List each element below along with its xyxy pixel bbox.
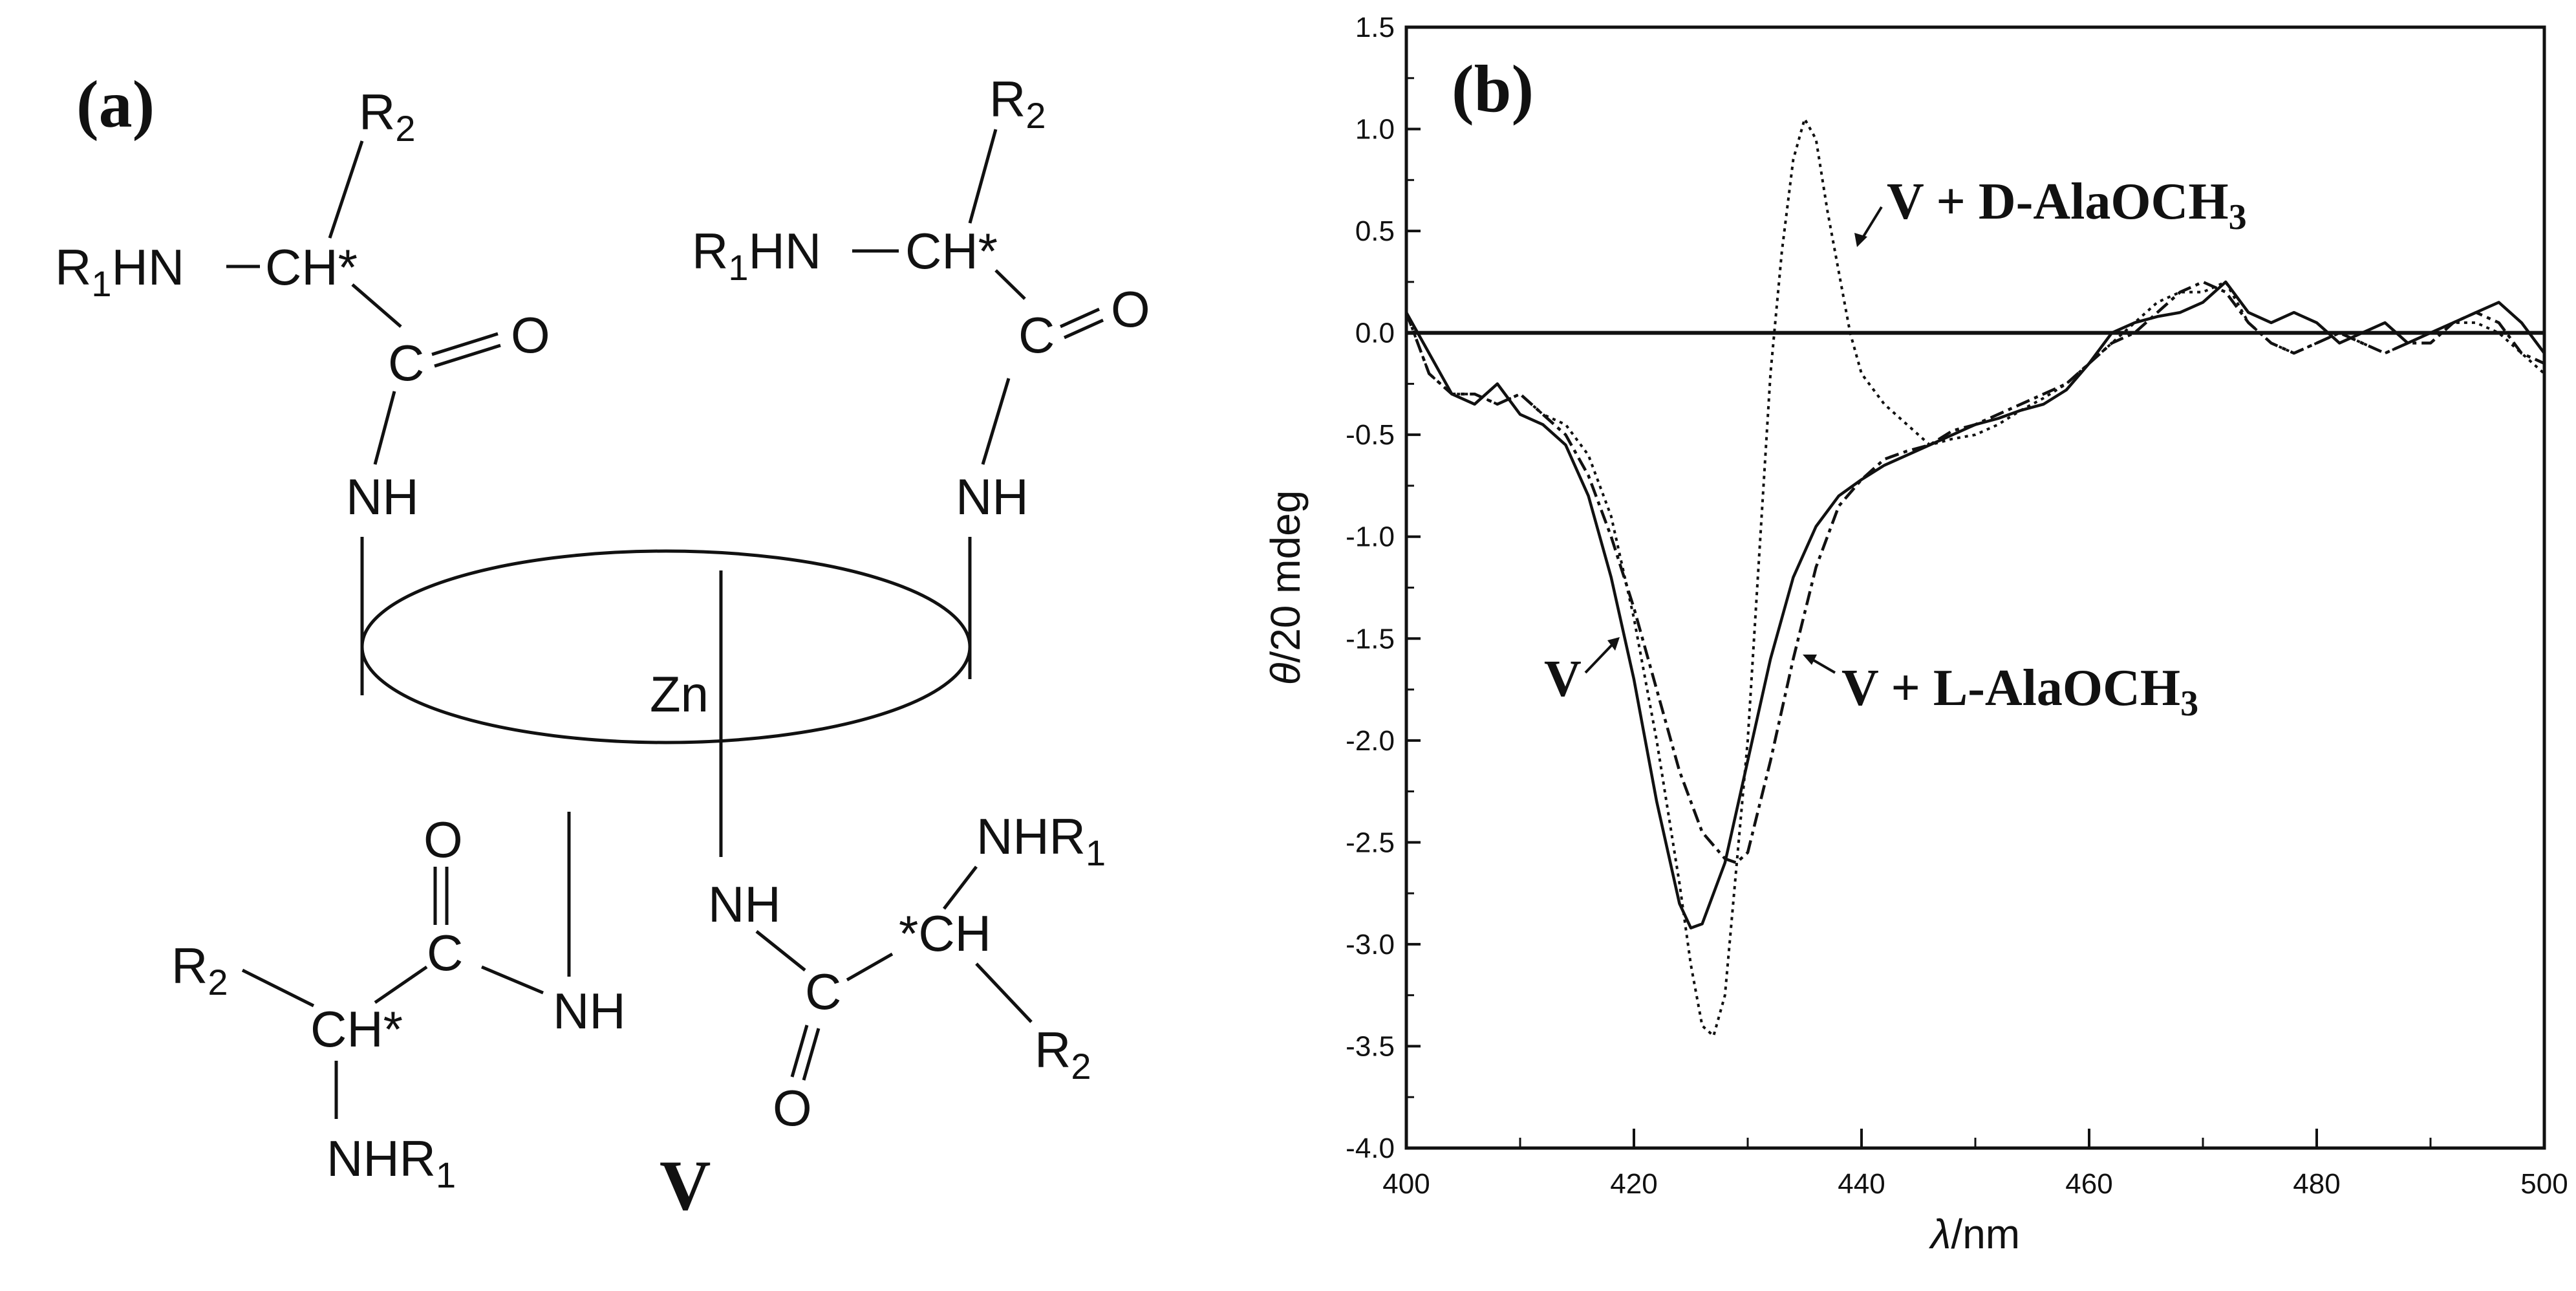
carbonyl-o-upper-left: O [511,307,550,363]
ch-star-lower-left: CH* [310,1001,403,1058]
arrow-v [1584,642,1615,674]
nh-upper-right: NH [956,468,1029,525]
nh-lower-left: NH [553,982,626,1039]
nh-lower-right: NH [708,876,781,933]
x-axis-title: λ/nm [1929,1211,2020,1257]
double-bond-1-lower-right [790,1025,809,1078]
nh-upper-left: NH [346,468,419,525]
y-tick-label: -1.0 [1346,521,1395,553]
carbonyl-c-upper-left: C [388,334,424,391]
bond-nh-to-c-lower-right [755,930,806,971]
y-tick-label: 0.5 [1355,215,1395,247]
star-ch-lower-right: *CH [899,905,991,962]
bond-nh-to-c-upper-right [981,378,1011,465]
y-tick-label: -1.5 [1346,623,1395,655]
r2-upper-left: R2 [359,83,416,149]
carbonyl-c-lower-right: C [805,963,841,1020]
bond-ch-to-r2-lower-left [241,968,315,1008]
ch-star-upper-left: CH* [265,239,358,296]
nhr1-lower-left: NHR1 [327,1130,456,1195]
carbonyl-o-lower-right: O [773,1079,812,1136]
y-tick-label: 1.5 [1355,12,1395,43]
annotation-v-plus-l-ala: V + L-AlaOCH3 [1841,660,2198,724]
r1hn-upper-left: R1HN [55,239,184,304]
x-tick-label: 500 [2520,1168,2568,1200]
ch-star-upper-right: CH* [905,222,998,279]
y-tick-label: -2.0 [1346,725,1395,757]
y-tick-label: -3.0 [1346,929,1395,960]
compound-label-v: V [660,1146,711,1225]
panel-a-label: (a) [76,67,155,142]
bond-ch-to-r2-lower-right [975,962,1033,1023]
cd-spectrum-chart: 1.5 1.0 0.5 0.0 -0.5 -1.0 -1.5 -2.0 -2.5 -3.0 -3.5… [1262,12,2568,1257]
double-bond-1-upper-right [1059,307,1100,329]
bond-c-to-ch-lower-left [374,965,428,1004]
carbonyl-o-upper-right: O [1111,281,1150,338]
y-tick-label: 0.0 [1355,318,1395,349]
series-line-v-l-alaoch3 [1404,280,2545,865]
r1hn-upper-right: R1HN [692,222,821,288]
r2-lower-left: R2 [171,937,228,1003]
double-bond-2-upper-right [1063,318,1104,340]
panel-a: (a) Zn NH C O CH* R1HN R2 NH C O CH* R1H… [55,67,1150,1225]
bond-c-to-ch-upper-left [351,283,402,328]
bond-ch-to-r2-upper-left [328,140,364,239]
double-bond-2-lower-right [802,1028,821,1081]
x-tick-label: 400 [1382,1168,1430,1200]
arrowhead-v-plus-l-ala [1803,655,1817,665]
x-tick-label: 480 [2293,1168,2340,1200]
y-tick-label: 1.0 [1355,114,1395,146]
carbonyl-c-lower-left: C [427,924,463,981]
series-line-v-d-alaoch3 [1405,117,2546,1037]
double-bond-1-upper-left [431,332,499,356]
zn-label: Zn [650,666,709,722]
x-tick-label: 420 [1610,1168,1657,1200]
bond-nh-to-c-upper-left [373,391,396,465]
carbonyl-o-lower-left: O [424,811,463,868]
x-tick-label: 460 [2065,1168,2112,1200]
y-tick-label: -2.5 [1346,827,1395,858]
annotation-v-plus-d-ala: V + D-AlaOCH3 [1887,173,2247,237]
arrow-v-plus-l-ala [1809,657,1836,674]
double-bond-2-upper-left [434,343,501,368]
series-line-v [1405,280,2546,929]
nhr1-lower-right: NHR1 [976,808,1106,873]
x-tick-label: 440 [1838,1168,1885,1200]
carbonyl-c-upper-right: C [1018,307,1055,363]
y-tick-label: -4.0 [1346,1133,1395,1164]
y-tick-label: -0.5 [1346,419,1395,451]
bond-nh-to-c-lower-left [481,965,544,995]
arrow-v-plus-d-ala [1860,206,1883,242]
bond-ch-to-nhr1-lower-right [943,865,978,910]
r2-lower-right: R2 [1035,1021,1091,1087]
y-tick-label: -3.5 [1346,1030,1395,1062]
arrowhead-v-plus-d-ala [1854,233,1867,247]
panel-b: 1.5 1.0 0.5 0.0 -0.5 -1.0 -1.5 -2.0 -2.5 -3.0 -3.5… [1262,12,2568,1257]
bond-c-to-ch-lower-right [846,952,894,982]
arrowhead-v [1607,637,1620,651]
bond-ch-to-r2-upper-right [968,129,998,224]
r2-upper-right: R2 [989,71,1046,136]
bond-c-to-ch-upper-right [994,269,1026,300]
panel-b-label: (b) [1452,52,1534,126]
y-axis-title: θ/20 mdeg [1262,490,1309,686]
annotation-v: V [1544,651,1582,708]
